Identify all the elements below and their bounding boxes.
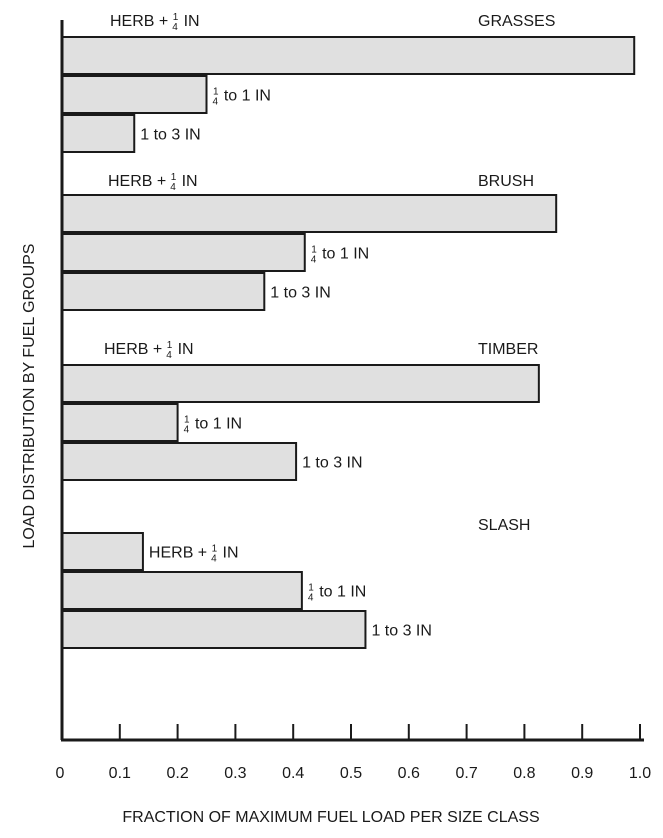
bar-timber-1 <box>61 364 540 403</box>
group-title-slash: SLASH <box>478 517 530 534</box>
bars-layer <box>61 36 636 649</box>
bar-slash-2 <box>61 571 303 610</box>
bar-label-grasses-3: 1 to 3 IN <box>140 127 200 144</box>
x-tick-label-0.1: 0.1 <box>109 765 131 782</box>
group-title-brush: BRUSH <box>478 173 534 190</box>
y-axis-title: LOAD DISTRIBUTION BY FUEL GROUPS <box>21 244 38 549</box>
bar-brush-3 <box>61 272 266 311</box>
bar-label-timber-3: 1 to 3 IN <box>302 455 362 472</box>
x-tick-label-0.2: 0.2 <box>166 765 188 782</box>
group-title-timber: TIMBER <box>478 341 538 358</box>
group-title-grasses: GRASSES <box>478 13 555 30</box>
x-tick-label-0.5: 0.5 <box>340 765 362 782</box>
bar-label-brush-3: 1 to 3 IN <box>270 285 330 302</box>
x-tick-label-0.8: 0.8 <box>513 765 535 782</box>
bar-slash-3 <box>61 610 367 649</box>
x-tick-label-0.6: 0.6 <box>398 765 420 782</box>
bar-timber-3 <box>61 442 298 481</box>
bar-brush-1 <box>61 194 558 233</box>
axes-layer: 0 0.1 0.2 0.3 0.4 0.5 0.6 0.7 0.8 0.9 1.0 <box>56 20 651 782</box>
bar-grasses-3 <box>61 114 136 153</box>
x-tick-label-0.3: 0.3 <box>224 765 246 782</box>
x-tick-label-0.9: 0.9 <box>571 765 593 782</box>
bar-grasses-2 <box>61 75 208 114</box>
bar-brush-2 <box>61 233 306 272</box>
x-tick-label-0.4: 0.4 <box>282 765 304 782</box>
x-axis-title: FRACTION OF MAXIMUM FUEL LOAD PER SIZE C… <box>122 809 539 826</box>
x-tick-label-0.7: 0.7 <box>455 765 477 782</box>
x-tick-label-0: 0 <box>56 765 65 782</box>
bar-grasses-1 <box>61 36 636 75</box>
x-tick-label-1.0: 1.0 <box>629 765 651 782</box>
bar-slash-1 <box>61 532 144 571</box>
bar-timber-2 <box>61 403 179 442</box>
bar-label-slash-3: 1 to 3 IN <box>371 623 431 640</box>
